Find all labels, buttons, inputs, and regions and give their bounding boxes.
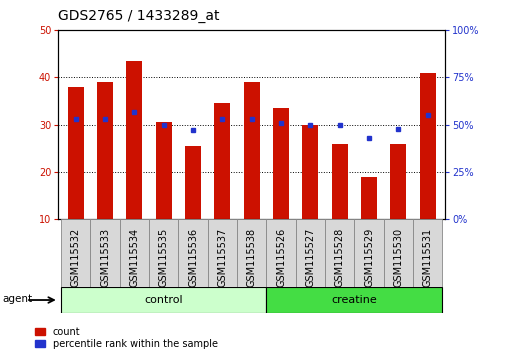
- Text: GSM115527: GSM115527: [305, 228, 315, 287]
- Text: agent: agent: [3, 294, 33, 304]
- Text: GSM115536: GSM115536: [188, 228, 197, 287]
- FancyBboxPatch shape: [295, 219, 324, 287]
- Text: GSM115538: GSM115538: [246, 228, 256, 287]
- Text: GSM115528: GSM115528: [334, 228, 344, 287]
- Text: GSM115534: GSM115534: [129, 228, 139, 287]
- FancyBboxPatch shape: [90, 219, 120, 287]
- Legend: count, percentile rank within the sample: count, percentile rank within the sample: [35, 327, 217, 349]
- Bar: [331, 144, 347, 219]
- Text: GSM115530: GSM115530: [392, 228, 402, 287]
- FancyBboxPatch shape: [412, 219, 441, 287]
- Text: GSM115526: GSM115526: [276, 228, 285, 287]
- Text: GSM115537: GSM115537: [217, 228, 227, 287]
- Text: GSM115532: GSM115532: [71, 228, 81, 287]
- FancyBboxPatch shape: [237, 219, 266, 287]
- Bar: [97, 82, 113, 219]
- FancyBboxPatch shape: [61, 287, 266, 313]
- Text: control: control: [144, 295, 183, 305]
- Bar: [243, 82, 259, 219]
- Bar: [389, 144, 406, 219]
- Text: GDS2765 / 1433289_at: GDS2765 / 1433289_at: [58, 9, 219, 23]
- Bar: [301, 125, 318, 219]
- Text: GSM115531: GSM115531: [422, 228, 432, 287]
- FancyBboxPatch shape: [120, 219, 149, 287]
- Bar: [68, 87, 84, 219]
- FancyBboxPatch shape: [178, 219, 208, 287]
- FancyBboxPatch shape: [61, 219, 90, 287]
- Text: GSM115529: GSM115529: [363, 228, 373, 287]
- Text: creatine: creatine: [331, 295, 377, 305]
- Bar: [273, 108, 288, 219]
- Bar: [126, 61, 142, 219]
- Bar: [360, 177, 376, 219]
- Text: GSM115535: GSM115535: [159, 228, 169, 287]
- Bar: [156, 122, 172, 219]
- FancyBboxPatch shape: [266, 287, 441, 313]
- Bar: [419, 73, 435, 219]
- FancyBboxPatch shape: [324, 219, 353, 287]
- Text: GSM115533: GSM115533: [100, 228, 110, 287]
- Bar: [185, 146, 201, 219]
- FancyBboxPatch shape: [208, 219, 237, 287]
- FancyBboxPatch shape: [149, 219, 178, 287]
- FancyBboxPatch shape: [266, 219, 295, 287]
- FancyBboxPatch shape: [383, 219, 412, 287]
- FancyBboxPatch shape: [354, 219, 383, 287]
- Bar: [214, 103, 230, 219]
